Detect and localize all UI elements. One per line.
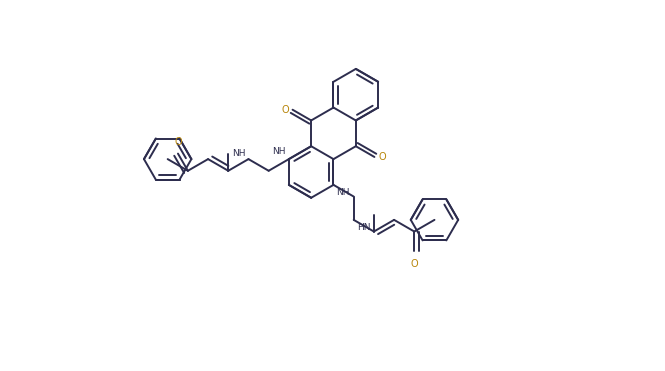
Text: NH: NH [272,147,285,156]
Text: O: O [378,152,386,162]
Text: O: O [410,259,418,269]
Text: O: O [174,138,182,147]
Text: NH: NH [233,149,246,158]
Text: O: O [281,105,289,115]
Text: NH: NH [336,188,350,197]
Text: HN: HN [356,223,370,232]
